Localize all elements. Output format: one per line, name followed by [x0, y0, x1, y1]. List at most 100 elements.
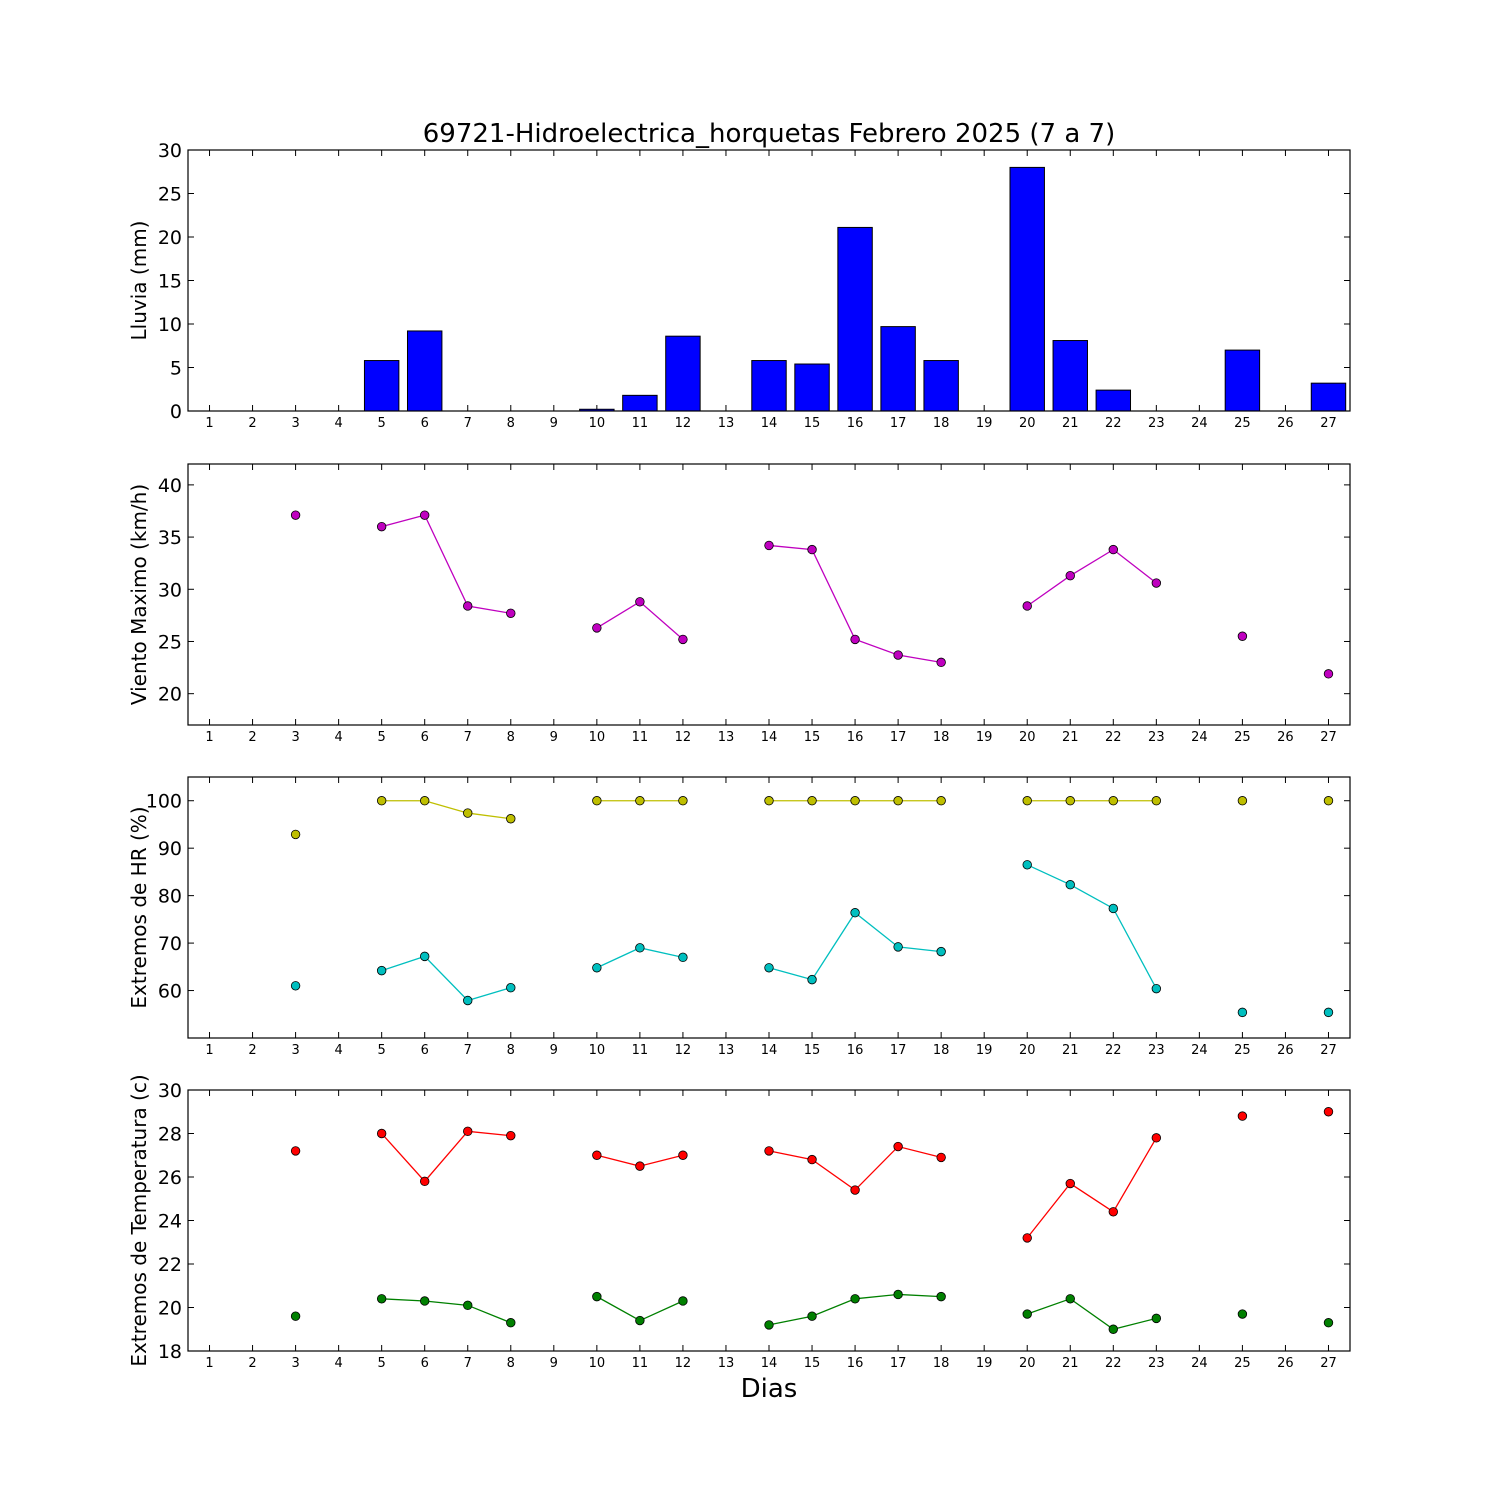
series-2-line: [381, 1298, 512, 1324]
series-1-point-day-10: [592, 623, 602, 633]
series-1-point-day-8: [506, 814, 516, 824]
series-1-point-day-6: [420, 1176, 430, 1187]
x-tick-label: 13: [718, 416, 735, 431]
x-tick-label: 15: [804, 1043, 821, 1058]
x-tick-label: 1: [205, 1043, 213, 1058]
series-1-point-day-14: [764, 796, 774, 806]
series-1-point-day-21: [1065, 1178, 1075, 1189]
series-1-point-day-11: [635, 1161, 645, 1171]
series-1-point-day-25: [1237, 796, 1248, 806]
series-2-line: [381, 955, 511, 1002]
x-tick-label: 6: [421, 730, 429, 745]
series-2-point-day-17: [893, 942, 903, 952]
series-1-point-day-20: [1022, 1233, 1032, 1243]
series-2-point-day-25: [1237, 1007, 1248, 1018]
series-1-point-day-5: [376, 1128, 387, 1139]
series-2-point-day-8: [506, 982, 516, 993]
x-tick-label: 12: [675, 416, 692, 431]
series-2-point-day-18: [936, 946, 946, 957]
x-tick-label: 18: [933, 1043, 950, 1058]
series-1-point-day-25: [1237, 631, 1248, 641]
x-tick-label: 6: [421, 1356, 429, 1371]
bar-day-5: [363, 360, 400, 412]
series-1-point-day-11: [635, 597, 645, 607]
series-2-point-day-12: [678, 952, 688, 963]
x-tick-label: 10: [589, 730, 606, 745]
y-tick-label: 30: [158, 579, 182, 601]
series-2-point-day-14: [764, 1320, 774, 1330]
series-2-point-day-23: [1151, 1313, 1162, 1324]
series-1-point-day-27: [1323, 1107, 1334, 1117]
y-tick-label: 30: [158, 140, 182, 162]
bar-day-12: [665, 335, 701, 412]
bar-day-14: [751, 360, 787, 412]
x-tick-label: 12: [675, 1356, 692, 1371]
x-tick-label: 25: [1234, 730, 1251, 745]
series-2-point-day-5: [376, 1294, 387, 1304]
y-tick-label: 0: [170, 401, 182, 423]
x-tick-label: 14: [761, 1356, 778, 1371]
series-2-point-day-22: [1108, 903, 1118, 914]
series-1-point-day-18: [936, 796, 946, 806]
x-tick-label: 2: [248, 1043, 256, 1058]
series-2-point-day-22: [1108, 1324, 1118, 1334]
y-tick-label: 10: [158, 314, 182, 336]
x-tick-label: 19: [976, 1356, 993, 1371]
series-1-point-day-17: [893, 1141, 903, 1152]
series-2-line: [1027, 1298, 1157, 1330]
y-tick-label: 20: [158, 684, 182, 706]
series-1-point-day-12: [678, 634, 688, 645]
y-tick-label: 22: [158, 1254, 182, 1276]
y-tick-label: 80: [158, 886, 182, 908]
x-tick-label: 10: [589, 1043, 606, 1058]
x-tick-label: 20: [1019, 1043, 1036, 1058]
x-tick-label: 16: [847, 1043, 864, 1058]
x-tick-label: 13: [718, 1356, 735, 1371]
x-tick-label: 27: [1320, 1356, 1337, 1371]
x-tick-label: 20: [1019, 730, 1036, 745]
series-1-point-day-27: [1323, 669, 1334, 679]
series-1-line: [381, 514, 511, 614]
x-tick-label: 23: [1148, 416, 1165, 431]
y-tick-label: 18: [158, 1341, 182, 1363]
series-2-point-day-11: [635, 943, 645, 953]
y-tick-label: 90: [158, 838, 182, 860]
x-tick-label: 17: [890, 730, 907, 745]
x-tick-label: 19: [976, 416, 993, 431]
y-tick-label: 20: [158, 1298, 182, 1320]
x-tick-label: 23: [1148, 730, 1165, 745]
series-2-line: [1026, 864, 1157, 989]
x-tick-label: 17: [890, 416, 907, 431]
x-tick-label: 23: [1148, 1043, 1165, 1058]
series-1-point-day-18: [936, 657, 946, 668]
series-1-point-day-5: [376, 521, 387, 532]
series-1-point-day-7: [463, 1126, 473, 1137]
x-tick-label: 18: [933, 730, 950, 745]
x-tick-label: 4: [334, 1043, 342, 1058]
series-1-point-day-22: [1108, 796, 1118, 806]
series-2-point-day-25: [1237, 1309, 1248, 1319]
x-tick-label: 26: [1277, 1356, 1294, 1371]
x-tick-label: 18: [933, 1356, 950, 1371]
x-tick-label: 21: [1062, 730, 1079, 745]
series-2-point-day-17: [893, 1289, 903, 1300]
y-tick-label: 40: [158, 475, 182, 497]
series-1-point-day-20: [1022, 796, 1032, 806]
x-tick-label: 9: [550, 416, 558, 431]
x-tick-label: 24: [1191, 730, 1208, 745]
x-tick-label: 1: [205, 730, 213, 745]
y-tick-label: 60: [158, 981, 182, 1003]
x-tick-label: 14: [761, 1043, 778, 1058]
bar-day-17: [880, 326, 916, 412]
series-1-point-day-3: [290, 829, 301, 840]
x-tick-label: 5: [378, 1356, 386, 1371]
series-1-point-day-23: [1151, 796, 1162, 806]
x-tick-label: 26: [1277, 1043, 1294, 1058]
series-1-point-day-15: [807, 1154, 817, 1165]
series-1-line: [381, 800, 511, 820]
x-tick-label: 25: [1234, 416, 1251, 431]
